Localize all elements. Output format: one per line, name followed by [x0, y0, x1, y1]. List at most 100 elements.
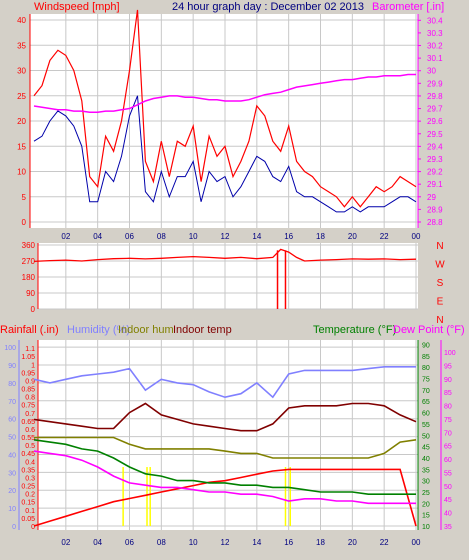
humidity-y-tick-label: 40 — [8, 452, 16, 459]
climate-x-tick-label: 12 — [221, 538, 230, 547]
dir-y-tick-label: 180 — [22, 273, 36, 282]
rain-y-tick-label: 0.45 — [21, 451, 35, 458]
dew-y-tick-label: 35 — [444, 524, 452, 531]
temp-y-tick-label: 90 — [422, 343, 430, 350]
baro-y-tick-label: 29.9 — [427, 79, 443, 88]
wind-x-tick-label: 08 — [157, 232, 166, 241]
baro-y-tick-label: 29.8 — [427, 92, 443, 101]
temp-y-tick-label: 70 — [422, 388, 430, 395]
rain-y-tick-label: 0 — [31, 524, 35, 531]
dew-y-tick-label: 50 — [444, 484, 452, 491]
baro-y-tick-label: 29 — [427, 193, 436, 202]
baro-y-tick-label: 28.9 — [427, 205, 443, 214]
baro-y-tick-label: 29.1 — [427, 180, 443, 189]
temp-y-tick-label: 45 — [422, 445, 430, 452]
climate-x-tick-label: 06 — [125, 538, 134, 547]
temperature-label: Temperature (°F) — [313, 324, 396, 336]
humidity-y-tick-label: 20 — [8, 488, 16, 495]
humidity-y-tick-label: 10 — [8, 506, 16, 513]
temp-y-tick-label: 10 — [422, 524, 430, 531]
dew-y-tick-label: 55 — [444, 470, 452, 477]
dir-y-tick-label: 270 — [22, 257, 36, 266]
climate-x-tick-label: 16 — [284, 538, 293, 547]
rainfall-series — [33, 468, 417, 527]
rain-y-tick-label: 0.75 — [21, 403, 35, 410]
indoor-hum-label: Indoor hum — [118, 324, 174, 336]
rain-y-tick-label: 0.65 — [21, 419, 35, 426]
indoor-temp-series — [33, 402, 417, 432]
wind-y-tick-label: 5 — [22, 193, 27, 202]
temp-y-tick-label: 40 — [422, 456, 430, 463]
temperature-series — [33, 439, 416, 495]
dew-y-tick-label: 70 — [444, 430, 452, 437]
rain-y-tick-label: 0.15 — [21, 500, 35, 507]
rain-y-tick-label: 0.35 — [21, 467, 35, 474]
rain-y-tick-label: 1 — [31, 362, 35, 369]
dir-y-tick-label: 0 — [31, 305, 36, 314]
wind-x-tick-label: 18 — [316, 232, 325, 241]
baro-y-tick-label: 29.3 — [427, 155, 443, 164]
baro-y-tick-label: 29.7 — [427, 105, 443, 114]
dew-y-tick-label: 60 — [444, 457, 452, 464]
direction-series — [33, 248, 417, 263]
temp-y-tick-label: 30 — [422, 479, 430, 486]
wind-y-tick-label: 40 — [17, 16, 26, 25]
wind-y-tick-label: 25 — [17, 92, 26, 101]
axes-layer: 02 04 06 08 10 12 14 16 18 20 22 000510152025303540… — [4, 14, 456, 547]
grid-layer — [30, 14, 418, 530]
climate-x-tick-label: 18 — [316, 538, 325, 547]
rain-y-tick-label: 0.95 — [21, 370, 35, 377]
baro-y-tick-label: 30.1 — [427, 54, 443, 63]
temp-y-tick-label: 65 — [422, 399, 430, 406]
rain-y-tick-label: 0.2 — [25, 492, 35, 499]
humidity-y-tick-label: 70 — [8, 399, 16, 406]
dew-y-tick-label: 75 — [444, 417, 452, 424]
humidity-y-tick-label: 50 — [8, 435, 16, 442]
temp-y-tick-label: 85 — [422, 354, 430, 361]
dew-y-tick-label: 90 — [444, 377, 452, 384]
temp-y-tick-label: 55 — [422, 422, 430, 429]
windspeed-label: Windspeed [mph] — [34, 1, 120, 13]
rain-y-tick-label: 0.05 — [21, 516, 35, 523]
baro-y-tick-label: 30 — [427, 67, 436, 76]
climate-x-tick-label: 10 — [189, 538, 198, 547]
climate-x-tick-label: 08 — [157, 538, 166, 547]
dew-point-series — [33, 450, 416, 505]
direction-panel-bg — [38, 243, 418, 309]
wind-x-tick-label: 10 — [189, 232, 198, 241]
dir-y-tick-label: 360 — [22, 241, 36, 250]
climate-x-tick-label: 14 — [252, 538, 261, 547]
wind-y-tick-label: 35 — [17, 41, 26, 50]
baro-y-tick-label: 30.2 — [427, 42, 443, 51]
wind-x-tick-label: 16 — [284, 232, 293, 241]
baro-y-tick-label: 29.2 — [427, 168, 443, 177]
dew-y-tick-label: 95 — [444, 363, 452, 370]
temp-y-tick-label: 75 — [422, 377, 430, 384]
wind-x-tick-label: 22 — [380, 232, 389, 241]
rain-y-tick-label: 0.7 — [25, 411, 35, 418]
rain-y-tick-label: 0.4 — [25, 459, 35, 466]
dir-compass-label: W — [435, 260, 445, 271]
dir-compass-label: N — [436, 315, 443, 326]
humidity-y-tick-label: 100 — [4, 345, 16, 352]
chart-title: 24 hour graph day : December 02 2013 — [172, 1, 364, 13]
wind-x-tick-label: 04 — [93, 232, 102, 241]
wind-x-tick-label: 02 — [61, 232, 70, 241]
rain-y-tick-label: 0.1 — [25, 508, 35, 515]
temp-y-tick-label: 80 — [422, 365, 430, 372]
dew-y-tick-label: 45 — [444, 497, 452, 504]
wind-x-tick-label: 00 — [412, 232, 421, 241]
rainfall-label: Rainfall (.in) — [0, 324, 59, 336]
baro-y-tick-label: 30.3 — [427, 29, 443, 38]
dir-compass-label: E — [437, 297, 444, 308]
temp-y-tick-label: 25 — [422, 490, 430, 497]
indoor-temp-label: Indoor temp — [173, 324, 232, 336]
rain-y-tick-label: 0.9 — [25, 378, 35, 385]
rain-y-tick-label: 0.6 — [25, 427, 35, 434]
humidity-y-tick-label: 90 — [8, 363, 16, 370]
temp-y-tick-label: 60 — [422, 411, 430, 418]
wind-x-tick-label: 20 — [348, 232, 357, 241]
baro-y-tick-label: 30.4 — [427, 16, 443, 25]
